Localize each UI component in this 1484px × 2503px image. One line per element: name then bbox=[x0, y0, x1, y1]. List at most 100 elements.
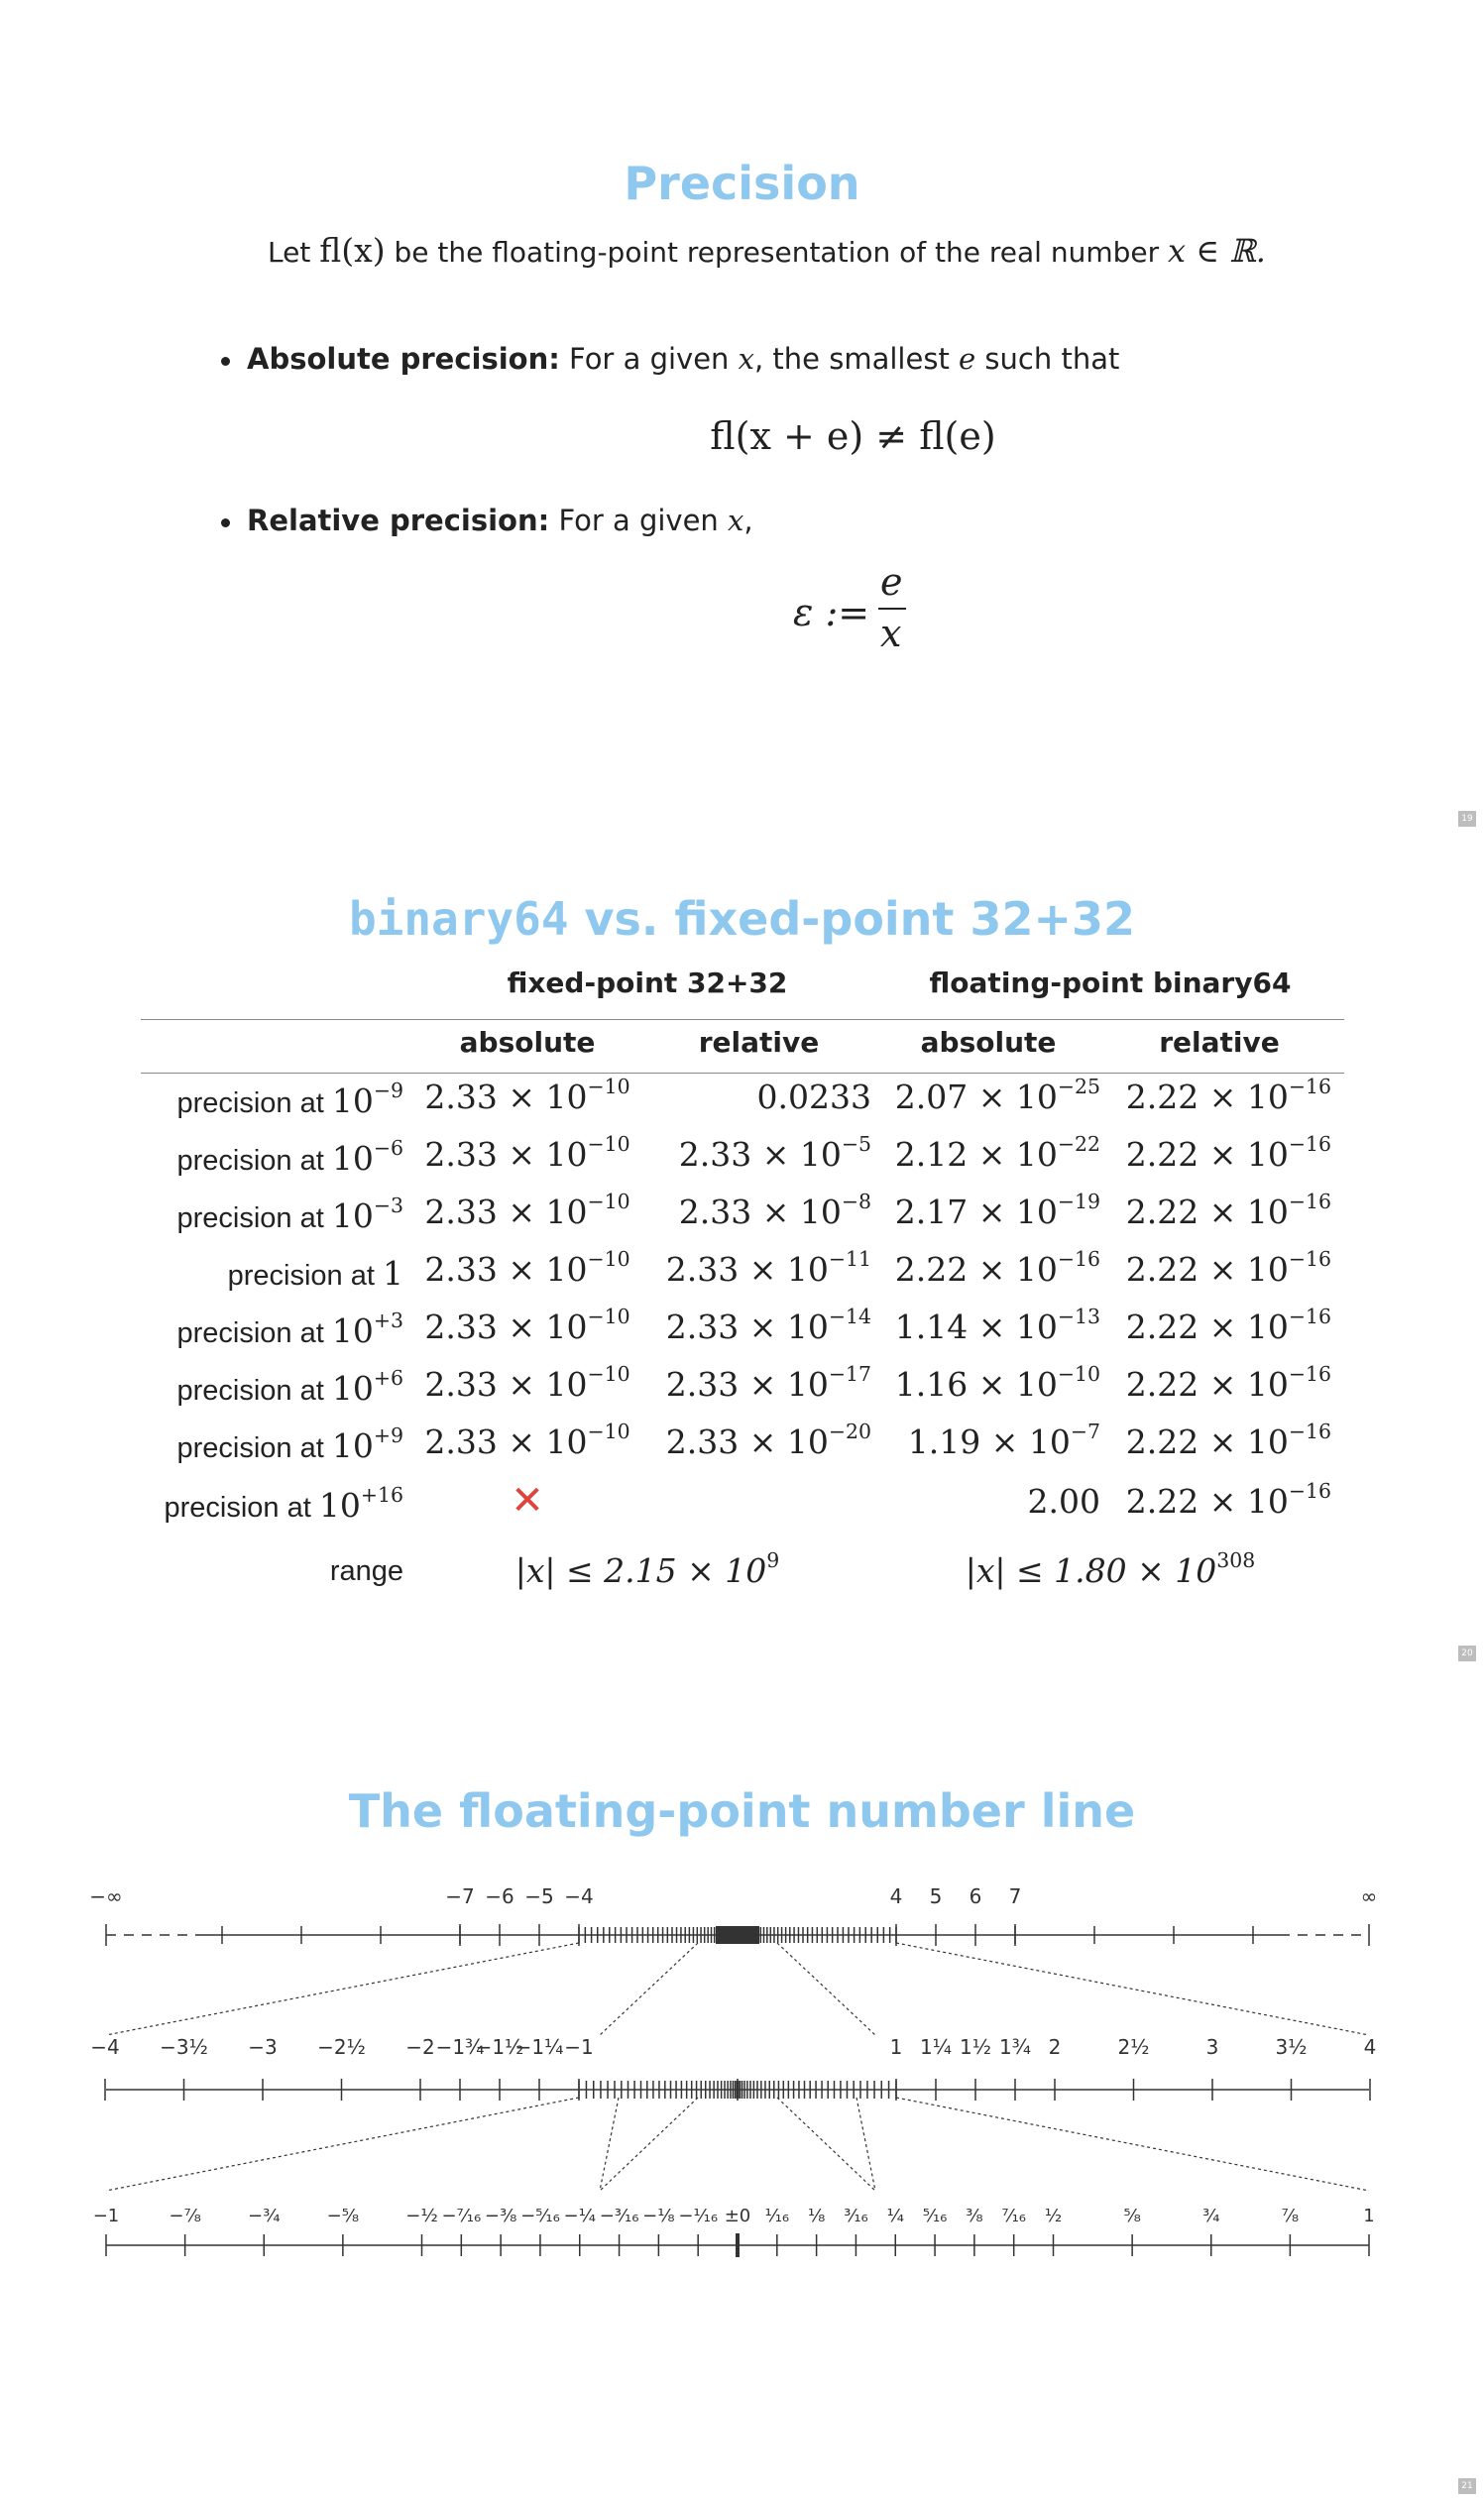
table-cell: 1.16 × 10−10 bbox=[894, 1361, 1100, 1404]
range-row: range |x| ≤ 2.15 × 109 |x| ≤ 1.80 × 1030… bbox=[141, 1547, 1344, 1609]
tick-label: ¹⁄₈ bbox=[808, 2206, 825, 2226]
zoom-guide-line bbox=[599, 2097, 699, 2192]
table-cell: 2.33 × 10−10 bbox=[424, 1246, 630, 1289]
table-cell: 2.22 × 10−16 bbox=[1125, 1361, 1331, 1404]
range-float: |x| ≤ 1.80 × 10308 bbox=[965, 1547, 1256, 1590]
column-header: absolute bbox=[920, 1026, 1057, 1059]
column-header: relative bbox=[698, 1026, 820, 1059]
table-cell: 2.22 × 10−16 bbox=[1125, 1246, 1331, 1289]
divider bbox=[141, 1019, 1344, 1020]
row-label: precision at 10−9 bbox=[176, 1078, 403, 1120]
tick-label: 1½ bbox=[960, 2035, 991, 2059]
table-cell: 2.07 × 10−25 bbox=[894, 1074, 1100, 1116]
column-header: relative bbox=[1159, 1026, 1280, 1059]
tick-label: −7 bbox=[445, 1884, 474, 1908]
column-header: absolute bbox=[459, 1026, 596, 1059]
tick-label: −³⁄₈ bbox=[485, 2206, 517, 2226]
row-label: precision at 10−6 bbox=[176, 1135, 403, 1178]
table-cell: 2.33 × 10−10 bbox=[424, 1131, 630, 1174]
table-cell: 2.33 × 10−11 bbox=[665, 1246, 871, 1289]
row-label: precision at 10+6 bbox=[176, 1365, 403, 1408]
table-cell: 2.17 × 10−19 bbox=[894, 1189, 1100, 1231]
table-row: precision at 10+9 2.33 × 10−10 2.33 × 10−2… bbox=[141, 1419, 1344, 1480]
tick-label: ³⁄₄ bbox=[1202, 2206, 1219, 2226]
zoom-guide-line bbox=[895, 1942, 1370, 2036]
table-cell: 2.33 × 10−10 bbox=[424, 1419, 630, 1461]
group-header-float: floating-point binary64 bbox=[929, 967, 1292, 999]
number-line-diagram: −∞ ∞−7 −6 −5 −4 4 5 6 7−4 −3½ −3 −2½ −2 −1¾−1½−1¼ −1 1 1… bbox=[89, 1884, 1378, 2257]
zoom-guide-line bbox=[895, 2097, 1370, 2192]
zoom-guide-line bbox=[599, 2097, 620, 2192]
tick-label: −1 bbox=[564, 2035, 593, 2059]
tick-label: 6 bbox=[970, 1884, 982, 1908]
tick-label: 3 bbox=[1206, 2035, 1219, 2059]
table-cell: 2.33 × 10−5 bbox=[678, 1131, 871, 1174]
table-row: precision at 10−3 2.33 × 10−10 2.33 × 10−8… bbox=[141, 1189, 1344, 1250]
bullet-absolute-precision: Absolute precision: For a given x, the s… bbox=[220, 342, 1120, 376]
table-cell: 2.33 × 10−10 bbox=[424, 1074, 630, 1116]
tick-label: −¹⁄₈ bbox=[642, 2206, 675, 2226]
tick-label: −⁵⁄₁₆ bbox=[520, 2206, 560, 2226]
table-cell: 2.33 × 10−14 bbox=[665, 1304, 871, 1346]
tick-label: ³⁄₈ bbox=[966, 2206, 982, 2226]
tick-label: −3½ bbox=[160, 2035, 208, 2059]
tick-label: ¹⁄₄ bbox=[887, 2206, 904, 2226]
tick-label: −1¼ bbox=[515, 2035, 564, 2059]
tick-label: −⁷⁄₁₆ bbox=[441, 2206, 481, 2226]
table-row: precision at 10+16 ✕ 2.00 2.22 × 10−16 bbox=[141, 1478, 1344, 1539]
table-cell: 2.22 × 10−16 bbox=[1125, 1478, 1331, 1521]
zoom-guide-line bbox=[856, 2097, 876, 2192]
tick-label: −¾ bbox=[248, 2206, 281, 2226]
absolute-precision-formula: fl(x + e) ≠ fl(e) bbox=[710, 414, 996, 458]
tick-label: ⁵⁄₈ bbox=[1123, 2206, 1140, 2226]
table-cell: 2.33 × 10−10 bbox=[424, 1304, 630, 1346]
tick-label: −¹⁄₄ bbox=[563, 2206, 596, 2226]
page-number: 20 bbox=[1458, 1646, 1476, 1661]
row-label: precision at 10+3 bbox=[176, 1308, 403, 1350]
tick-label: 1 bbox=[890, 2035, 903, 2059]
tick-label: −⁵⁄₈ bbox=[327, 2206, 360, 2226]
tick-label: −1¾ bbox=[436, 2035, 485, 2059]
zoom-guide-line bbox=[776, 2097, 876, 2192]
range-fixed: |x| ≤ 2.15 × 109 bbox=[514, 1547, 780, 1590]
slide-title: binary64 vs. fixed-point 32+32 bbox=[348, 892, 1136, 946]
tick-label: 7 bbox=[1009, 1884, 1022, 1908]
zoom-guide-line bbox=[105, 2097, 580, 2192]
table-row: precision at 10−9 2.33 × 10−10 0.0233 2.07 … bbox=[141, 1074, 1344, 1135]
tick-label: −3 bbox=[248, 2035, 277, 2059]
table-cell: 0.0233 bbox=[756, 1078, 871, 1116]
tick-label: −1 bbox=[93, 2206, 120, 2226]
tick-label: −1½ bbox=[476, 2035, 524, 2059]
tick-label: −6 bbox=[485, 1884, 514, 1908]
zoom-guide-line bbox=[776, 1942, 876, 2036]
tick-label: −2 bbox=[405, 2035, 434, 2059]
tick-label: 2 bbox=[1049, 2035, 1062, 2059]
pos-infinity-label: ∞ bbox=[1361, 1884, 1378, 1908]
table-cell: 2.33 × 10−17 bbox=[665, 1361, 871, 1404]
tick-label: 4 bbox=[890, 1884, 903, 1908]
table-row: precision at 10+3 2.33 × 10−10 2.33 × 10−1… bbox=[141, 1304, 1344, 1365]
tick-label: 1 bbox=[1363, 2206, 1374, 2226]
row-label: precision at 10−3 bbox=[176, 1193, 403, 1235]
tick-label: ¹⁄₁₆ bbox=[764, 2206, 789, 2226]
table-row: precision at 10−6 2.33 × 10−10 2.33 × 10−5… bbox=[141, 1131, 1344, 1193]
table-row: precision at 10+6 2.33 × 10−10 2.33 × 10−1… bbox=[141, 1361, 1344, 1422]
group-header-fixed: fixed-point 32+32 bbox=[507, 967, 788, 999]
tick-label: −⁷⁄₈ bbox=[169, 2206, 201, 2226]
zoom-guide-line bbox=[105, 1942, 580, 2036]
zoom-guide-line bbox=[599, 1942, 699, 2036]
unavailable-cross-icon: ✕ bbox=[511, 1478, 544, 1524]
table-cell: 2.00 bbox=[1027, 1482, 1100, 1521]
tick-label: −³⁄₁₆ bbox=[600, 2206, 639, 2226]
table-cell: 2.22 × 10−16 bbox=[1125, 1304, 1331, 1346]
tick-label: ⁵⁄₁₆ bbox=[923, 2206, 948, 2226]
slide-title: Precision bbox=[624, 157, 860, 210]
table-cell: 2.22 × 10−16 bbox=[894, 1246, 1100, 1289]
page-number: 19 bbox=[1458, 811, 1476, 827]
tick-label: 3½ bbox=[1275, 2035, 1307, 2059]
row-label: precision at 10+9 bbox=[176, 1422, 403, 1465]
tick-label: 1¼ bbox=[920, 2035, 952, 2059]
tick-label: −4 bbox=[564, 1884, 593, 1908]
page-number: 21 bbox=[1458, 2478, 1476, 2494]
tick-label: ³⁄₁₆ bbox=[844, 2206, 868, 2226]
